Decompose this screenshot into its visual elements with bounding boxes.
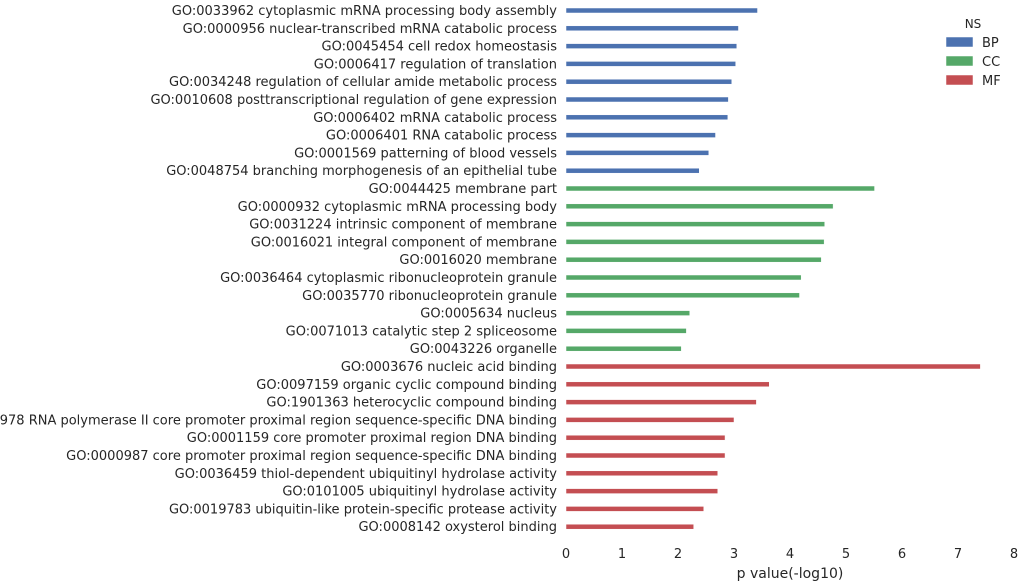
category-label: GO:0071013 catalytic step 2 spliceosome <box>286 324 557 339</box>
category-label: GO:0000956 nuclear-transcribed mRNA cata… <box>183 22 558 37</box>
category-label: GO:0036459 thiol-dependent ubiquitinyl h… <box>175 467 558 482</box>
bar-mf <box>565 399 757 405</box>
category-label: GO:0010608 posttranscriptional regulatio… <box>150 93 557 108</box>
bar-bp <box>565 61 736 67</box>
category-label: GO:0001569 patterning of blood vessels <box>294 146 557 161</box>
bar-cc <box>565 328 687 334</box>
bar-mf <box>565 363 981 370</box>
legend-label-mf: MF <box>982 74 1001 89</box>
category-label: GO:0036464 cytoplasmic ribonucleoprotein… <box>220 271 557 286</box>
x-tick-label: 1 <box>618 547 626 562</box>
bar-bp <box>565 43 738 49</box>
legend-swatch-mf <box>945 74 974 86</box>
x-axis: 0 1 2 3 4 5 6 7 8 <box>562 547 1018 562</box>
category-label: GO:0031224 intrinsic component of membra… <box>249 218 557 233</box>
legend-swatch-bp <box>945 36 974 48</box>
category-label: GO:0016021 integral component of membran… <box>251 235 557 250</box>
legend: NS BP CC MF <box>945 17 1001 89</box>
bar-mf <box>565 506 705 512</box>
bar-bp <box>565 114 729 121</box>
category-label: GO:0006401 RNA catabolic process <box>326 129 557 144</box>
category-label: GO:0101005 ubiquitinyl hydrolase activit… <box>282 485 557 500</box>
category-label: GO:0044425 membrane part <box>369 182 557 197</box>
category-label: GO:0006402 mRNA catabolic process <box>313 111 557 126</box>
bar-bp <box>565 150 710 156</box>
x-axis-label: p value(-log10) <box>737 566 844 582</box>
x-tick-label: 8 <box>1010 547 1018 562</box>
bar-cc <box>565 256 822 263</box>
x-tick-label: 4 <box>786 547 794 562</box>
bar-bp <box>565 167 700 174</box>
bar-cc <box>565 345 682 352</box>
x-tick-label: 5 <box>842 547 850 562</box>
category-label: GO:0000987 core promoter proximal region… <box>66 449 557 464</box>
bar-bp <box>565 96 729 103</box>
category-label: GO:0033962 cytoplasmic mRNA processing b… <box>172 4 557 19</box>
legend-label-bp: BP <box>982 36 999 51</box>
x-tick-label: 7 <box>954 547 962 562</box>
bar-cc <box>565 203 834 210</box>
category-label: GO:0008142 oxysterol binding <box>358 520 557 535</box>
bar-cc <box>565 292 800 299</box>
legend-label-cc: CC <box>982 55 1000 70</box>
bar-bp <box>565 7 758 14</box>
category-label: GO:0000978 RNA polymerase II core promot… <box>0 413 557 428</box>
bar-cc <box>565 221 825 227</box>
category-label: GO:0043226 organelle <box>410 342 557 357</box>
category-label: GO:0048754 branching morphogenesis of an… <box>166 164 557 179</box>
x-tick-label: 0 <box>562 547 570 562</box>
bar-cc <box>565 239 825 245</box>
category-label: GO:0045454 cell redox homeostasis <box>322 40 558 55</box>
legend-swatch-cc <box>945 55 974 67</box>
bar-bp <box>565 132 716 138</box>
bar-bp <box>565 25 739 32</box>
category-label: GO:0005634 nucleus <box>420 307 557 322</box>
category-label: GO:1901363 heterocyclic compound binding <box>266 396 557 411</box>
x-tick-label: 2 <box>674 547 682 562</box>
bar-mf <box>565 470 719 477</box>
category-label: GO:0001159 core promoter proximal region… <box>187 431 557 446</box>
bar-cc <box>565 274 802 281</box>
category-label: GO:0097159 organic cyclic compound bindi… <box>256 378 557 393</box>
bar-mf <box>565 381 770 388</box>
bar-bp <box>565 78 733 85</box>
bar-cc <box>565 310 691 316</box>
x-tick-label: 3 <box>730 547 738 562</box>
legend-title: NS <box>965 17 982 31</box>
bar-mf <box>565 417 735 423</box>
category-labels-group: GO:0033962 cytoplasmic mRNA processing b… <box>0 4 557 535</box>
bar-mf <box>565 488 719 494</box>
category-label: GO:0003676 nucleic acid binding <box>341 360 557 375</box>
category-label: GO:0035770 ribonucleoprotein granule <box>302 289 557 304</box>
x-tick-label: 6 <box>898 547 906 562</box>
category-label: GO:0019783 ubiquitin-like protein-specif… <box>169 502 557 517</box>
bars-group <box>565 7 981 530</box>
category-label: GO:0000932 cytoplasmic mRNA processing b… <box>238 200 558 215</box>
category-label: GO:0006417 regulation of translation <box>314 57 557 72</box>
category-label: GO:0034248 regulation of cellular amide … <box>169 75 557 90</box>
bar-mf <box>565 452 726 459</box>
bar-mf <box>565 434 726 441</box>
bar-cc <box>565 185 875 192</box>
bar-mf <box>565 523 694 530</box>
category-label: GO:0016020 membrane <box>399 253 557 268</box>
